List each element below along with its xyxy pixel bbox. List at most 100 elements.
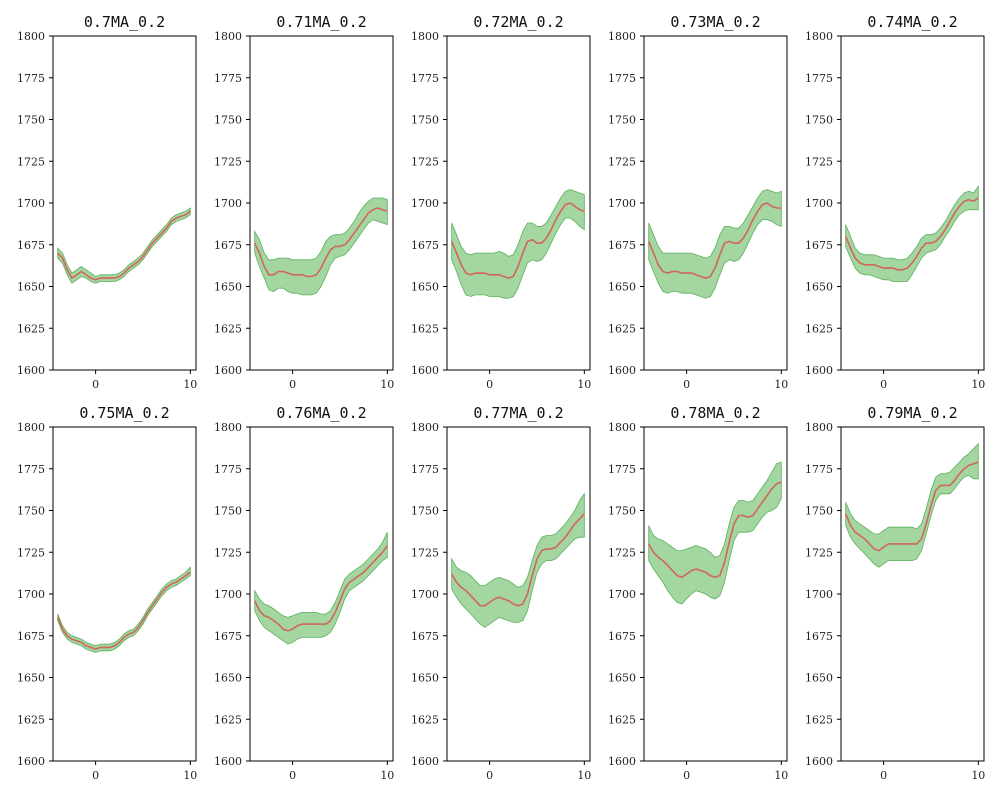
y-tick-label: 1725 (608, 546, 636, 559)
y-tick-label: 1625 (411, 322, 439, 335)
y-tick-label: 1625 (805, 322, 833, 335)
x-tick-label: 0 (289, 378, 296, 391)
x-tick-label: 10 (183, 769, 197, 782)
x-tick-label: 0 (683, 769, 690, 782)
y-tick-label: 1650 (805, 672, 833, 685)
y-tick-label: 1725 (411, 546, 439, 559)
x-tick-label: 10 (577, 769, 591, 782)
plot-frame (52, 35, 197, 371)
y-tick-label: 1650 (411, 672, 439, 685)
subplot-title: 0.75MA_0.2 (79, 404, 169, 422)
subplot-8: 0.77MA_0.2 1600 1625 1650 1675 1700 1725 1750 17… (411, 404, 591, 782)
subplot-title: 0.7MA_0.2 (84, 13, 165, 31)
y-tick-label: 1775 (214, 463, 242, 476)
y-tick-label: 1775 (17, 72, 45, 85)
y-tick-label: 1675 (214, 630, 242, 643)
mean-line (253, 545, 388, 632)
y-tick-label: 1750 (411, 114, 439, 127)
y-tick-label: 1725 (214, 546, 242, 559)
y-tick-label: 1675 (608, 239, 636, 252)
subplot-title: 0.76MA_0.2 (276, 404, 366, 422)
y-tick-label: 1625 (214, 322, 242, 335)
y-tick-label: 1600 (608, 364, 636, 377)
y-tick-label: 1675 (17, 630, 45, 643)
y-tick-label: 1675 (805, 630, 833, 643)
y-tick-label: 1700 (411, 588, 439, 601)
confidence-band (451, 492, 585, 628)
y-tick-label: 1800 (805, 421, 833, 434)
y-tick-label: 1775 (411, 72, 439, 85)
y-tick-label: 1800 (608, 421, 636, 434)
y-tick-label: 1650 (17, 672, 45, 685)
y-tick-label: 1625 (17, 322, 45, 335)
y-tick-label: 1750 (214, 505, 242, 518)
mean-line (451, 513, 585, 607)
subplot-5: 0.74MA_0.2 1600 1625 1650 1675 1700 1725 1750 17… (805, 13, 985, 391)
y-tick-label: 1800 (411, 421, 439, 434)
y-tick-label: 1775 (805, 463, 833, 476)
mean-line (647, 202, 782, 279)
y-tick-label: 1775 (608, 72, 636, 85)
confidence-band (57, 566, 191, 653)
y-tick-label: 1650 (608, 281, 636, 294)
subplot-10: 0.79MA_0.2 1600 1625 1650 1675 1700 1725 1750 17… (805, 404, 985, 782)
x-tick-label: 0 (289, 769, 296, 782)
confidence-band (648, 189, 782, 299)
y-tick-label: 1725 (214, 155, 242, 168)
y-tick-label: 1725 (608, 155, 636, 168)
subplot-1: 0.7MA_0.2 1600 1625 1650 1675 1700 1725 1750 177… (17, 13, 197, 391)
y-tick-label: 1700 (805, 197, 833, 210)
confidence-band (845, 442, 979, 568)
x-tick-label: 0 (683, 378, 690, 391)
y-tick-label: 1700 (17, 197, 45, 210)
confidence-band (845, 185, 979, 282)
y-tick-label: 1650 (608, 672, 636, 685)
subplot-title: 0.78MA_0.2 (670, 404, 760, 422)
mean-line (844, 461, 979, 552)
y-tick-label: 1675 (411, 239, 439, 252)
y-tick-label: 1700 (805, 588, 833, 601)
subplot-title: 0.79MA_0.2 (867, 404, 957, 422)
y-tick-label: 1750 (17, 114, 45, 127)
y-tick-label: 1725 (805, 546, 833, 559)
y-tick-label: 1700 (608, 197, 636, 210)
y-tick-label: 1625 (17, 713, 45, 726)
y-tick-label: 1750 (411, 505, 439, 518)
subplot-9: 0.78MA_0.2 1600 1625 1650 1675 1700 1725 1750 17… (608, 404, 788, 782)
y-tick-label: 1750 (608, 114, 636, 127)
y-tick-label: 1600 (214, 364, 242, 377)
y-tick-label: 1700 (214, 197, 242, 210)
plot-frame (52, 426, 197, 762)
y-tick-label: 1700 (411, 197, 439, 210)
x-tick-label: 0 (486, 769, 493, 782)
y-tick-label: 1725 (17, 546, 45, 559)
confidence-band (57, 207, 191, 284)
y-tick-label: 1750 (17, 505, 45, 518)
x-tick-label: 10 (971, 769, 985, 782)
y-tick-label: 1750 (214, 114, 242, 127)
y-tick-label: 1775 (608, 463, 636, 476)
subplot-title: 0.71MA_0.2 (276, 13, 366, 31)
mean-line (57, 210, 191, 281)
y-tick-label: 1800 (214, 30, 242, 43)
y-tick-label: 1600 (411, 364, 439, 377)
subplot-title: 0.73MA_0.2 (670, 13, 760, 31)
y-tick-label: 1600 (608, 755, 636, 768)
y-tick-label: 1650 (214, 672, 242, 685)
y-tick-label: 1675 (17, 239, 45, 252)
confidence-band (451, 189, 585, 299)
y-tick-label: 1700 (608, 588, 636, 601)
y-tick-label: 1650 (805, 281, 833, 294)
x-tick-label: 10 (183, 378, 197, 391)
y-tick-label: 1800 (17, 421, 45, 434)
y-tick-label: 1675 (411, 630, 439, 643)
mean-line (648, 481, 782, 579)
x-tick-label: 0 (92, 769, 99, 782)
x-tick-label: 0 (880, 378, 887, 391)
x-tick-label: 0 (880, 769, 887, 782)
y-tick-label: 1625 (411, 713, 439, 726)
x-tick-label: 10 (380, 378, 394, 391)
subplot-7: 0.76MA_0.2 1600 1625 1650 1675 1700 1725 1750 17… (214, 404, 394, 782)
x-tick-label: 0 (486, 378, 493, 391)
